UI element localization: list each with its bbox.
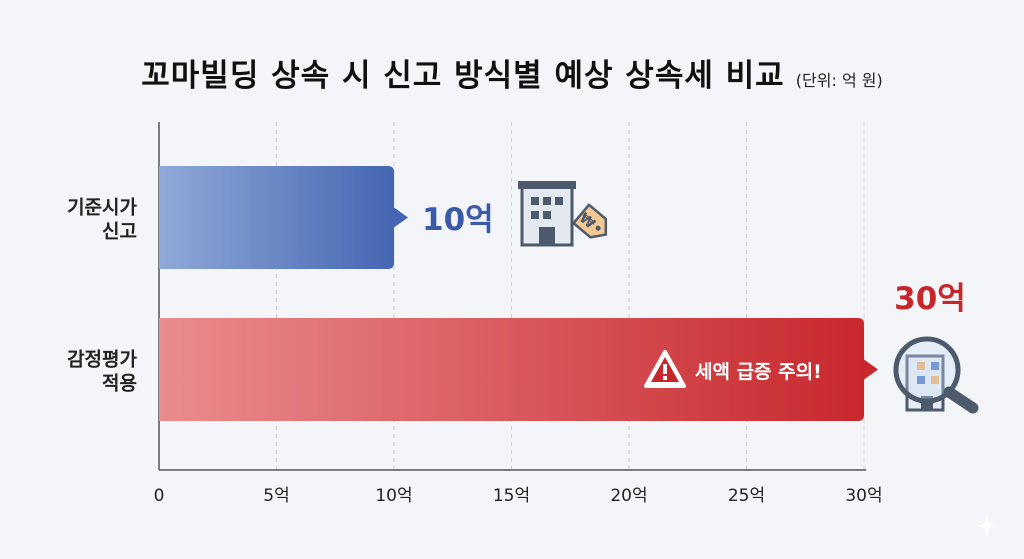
x-tick-label: 5억: [263, 486, 289, 506]
warning-icon: [644, 350, 686, 388]
category-label: 신고: [102, 221, 137, 243]
category-label: 기준시가: [67, 197, 137, 219]
building-magnifier-icon: [893, 336, 979, 414]
x-tick-label: 30억: [845, 486, 882, 506]
bar: [159, 166, 408, 269]
bar: [159, 318, 878, 421]
value-label: 10억: [422, 202, 494, 238]
x-tick-label: 15억: [493, 486, 530, 506]
x-tick-label: 0: [154, 486, 165, 506]
category-label: 감정평가: [67, 349, 137, 371]
chart-title: 꼬마빌딩 상속 시 신고 방식별 예상 상속세 비교: [141, 58, 785, 94]
x-tick-label: 20억: [610, 486, 647, 506]
building-price-tag-icon: ₩: [518, 181, 608, 247]
category-label: 적용: [102, 373, 137, 395]
bars: [159, 166, 878, 421]
sparkle-icon: [975, 514, 999, 538]
warning-text: 세액 급증 주의!: [695, 361, 822, 383]
x-tick-label: 25억: [728, 486, 765, 506]
warning-annotation: 세액 급증 주의!: [644, 350, 822, 388]
value-label: 30억: [894, 281, 966, 317]
x-tick-labels: 0 5억 10억 15억 20억 25억 30억: [154, 486, 883, 506]
unit-note: (단위: 억 원): [795, 71, 883, 90]
chart-title-row: 꼬마빌딩 상속 시 신고 방식별 예상 상속세 비교 (단위: 억 원): [0, 50, 1024, 95]
x-tick-label: 10억: [375, 486, 412, 506]
value-labels: 10억 30억: [422, 202, 966, 317]
